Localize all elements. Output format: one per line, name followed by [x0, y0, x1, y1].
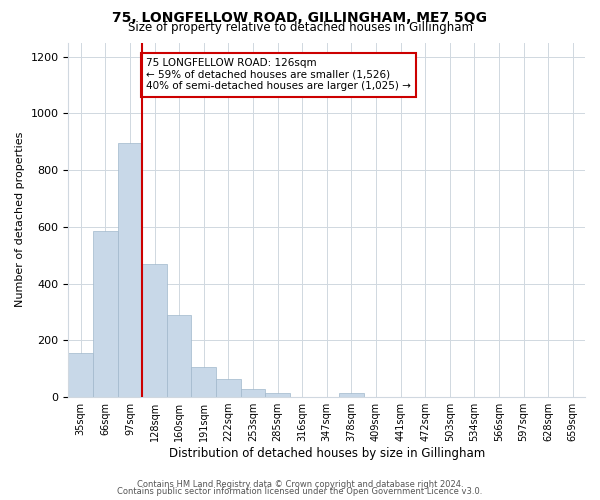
Bar: [118, 143, 142, 397]
Bar: [241, 389, 265, 397]
Text: 75 LONGFELLOW ROAD: 126sqm
← 59% of detached houses are smaller (1,526)
40% of s: 75 LONGFELLOW ROAD: 126sqm ← 59% of deta…: [146, 58, 411, 92]
X-axis label: Distribution of detached houses by size in Gillingham: Distribution of detached houses by size …: [169, 447, 485, 460]
Bar: [216, 379, 241, 397]
Bar: [167, 315, 191, 397]
Text: Size of property relative to detached houses in Gillingham: Size of property relative to detached ho…: [128, 22, 473, 35]
Bar: [339, 394, 364, 397]
Bar: [265, 394, 290, 397]
Bar: [93, 231, 118, 397]
Y-axis label: Number of detached properties: Number of detached properties: [15, 132, 25, 308]
Bar: [68, 353, 93, 397]
Bar: [191, 368, 216, 397]
Text: 75, LONGFELLOW ROAD, GILLINGHAM, ME7 5QG: 75, LONGFELLOW ROAD, GILLINGHAM, ME7 5QG: [113, 11, 487, 25]
Bar: [142, 264, 167, 397]
Text: Contains public sector information licensed under the Open Government Licence v3: Contains public sector information licen…: [118, 487, 482, 496]
Text: Contains HM Land Registry data © Crown copyright and database right 2024.: Contains HM Land Registry data © Crown c…: [137, 480, 463, 489]
